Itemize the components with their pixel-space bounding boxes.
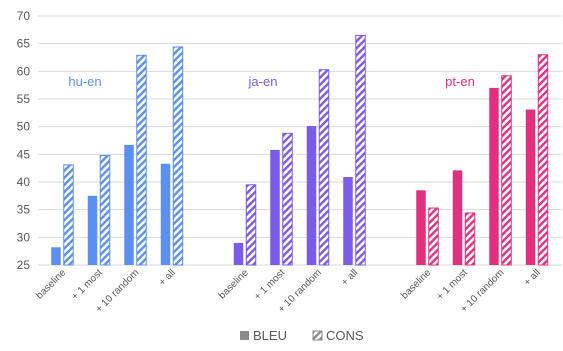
- legend-swatch-cons: [313, 331, 322, 340]
- y-tick-label: 65: [17, 37, 31, 51]
- group-label: hu-en: [68, 74, 101, 89]
- y-tick-label: 55: [17, 92, 31, 106]
- bar-cons: [173, 47, 183, 265]
- y-tick-label: 60: [17, 64, 31, 78]
- bar-bleu: [526, 110, 536, 265]
- bar-cons: [137, 55, 147, 265]
- x-tick-label: baseline: [399, 267, 433, 301]
- bar-cons: [64, 165, 74, 265]
- bar-cons: [465, 213, 475, 265]
- gridlines: [38, 16, 562, 265]
- bar-bleu: [270, 150, 280, 265]
- group-label: pt-en: [445, 74, 475, 89]
- y-tick-label: 30: [17, 230, 31, 244]
- x-tick-label: + 1 most: [435, 267, 470, 302]
- bar-bleu: [51, 247, 61, 265]
- bar-bleu: [307, 126, 317, 265]
- y-tick-label: 35: [17, 203, 31, 217]
- bar-bleu: [161, 164, 171, 265]
- x-tick-label: + 1 most: [70, 267, 105, 302]
- group-label: ja-en: [248, 74, 278, 89]
- x-axis: baseline + 1 most+ 10 random + all baseline…: [34, 267, 543, 315]
- bar-cons: [283, 133, 293, 265]
- group-labels: hu-en ja-en pt-en: [68, 74, 474, 89]
- bar-cons: [319, 70, 329, 265]
- y-tick-label: 40: [17, 175, 31, 189]
- bar-bleu: [88, 196, 98, 265]
- bars: [51, 35, 548, 265]
- bar-bleu: [453, 170, 463, 265]
- bar-bleu: [234, 243, 244, 265]
- bar-bleu: [124, 145, 134, 265]
- x-tick-label: + all: [157, 267, 178, 288]
- y-tick-label: 50: [17, 120, 31, 134]
- bar-bleu: [416, 190, 426, 265]
- x-tick-label: + all: [522, 267, 543, 288]
- x-tick-label: + all: [339, 267, 360, 288]
- bar-cons: [502, 76, 512, 265]
- y-axis: 25 30 35 40 45 50 55 60 65 70: [17, 9, 31, 272]
- bar-cons: [100, 155, 110, 265]
- legend-label-cons: CONS: [326, 328, 364, 343]
- bar-cons: [429, 208, 439, 265]
- legend: BLEU CONS: [240, 328, 364, 343]
- bar-cons: [356, 35, 366, 265]
- x-tick-label: + 1 most: [252, 267, 287, 302]
- y-tick-label: 70: [17, 9, 31, 23]
- bar-cons: [538, 55, 548, 265]
- x-tick-label: baseline: [34, 267, 68, 301]
- y-tick-label: 25: [17, 258, 31, 272]
- x-tick-label: baseline: [217, 267, 251, 301]
- bar-bleu: [343, 177, 353, 265]
- y-tick-label: 45: [17, 147, 31, 161]
- bar-cons: [246, 185, 256, 265]
- bar-bleu: [489, 88, 499, 265]
- legend-label-bleu: BLEU: [253, 328, 287, 343]
- legend-swatch-bleu: [240, 331, 249, 340]
